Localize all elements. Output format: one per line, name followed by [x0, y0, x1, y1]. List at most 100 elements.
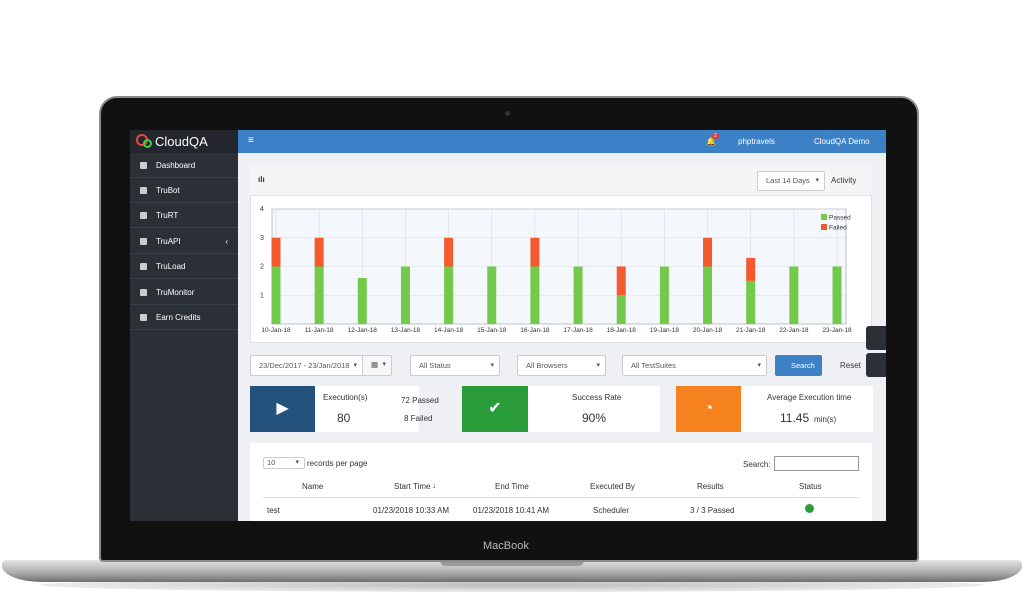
x-tick-label: 22-Jan-18 [779, 327, 809, 334]
menu-item[interactable]: TruMonitor [130, 280, 238, 305]
side-button[interactable] [866, 353, 886, 377]
column-header[interactable]: Status [799, 482, 822, 491]
cell: 01/23/2018 10:41 AM [473, 506, 550, 515]
page-size-label: records per page [307, 459, 368, 468]
bar [746, 280, 756, 324]
date-input[interactable]: 23/Dec/2017 - 23/Jan/2018 [250, 355, 363, 376]
bar [314, 266, 324, 324]
menu-label: TruMonitor [156, 288, 195, 297]
card-title: Execution(s) [323, 393, 368, 402]
bar [400, 266, 410, 324]
menu-item[interactable]: TruAPI ‹ [130, 229, 238, 254]
search-input[interactable] [774, 456, 859, 471]
sidebar [130, 130, 238, 521]
activity-label: Activity [831, 176, 857, 185]
chart: 1 2 3 4 10-Jan-18 11-Jan-18 12-Jan-18 13-Jan-18… [260, 206, 852, 334]
sort-arrow: ↓ [432, 481, 436, 490]
x-tick-label: 19-Jan-18 [650, 327, 680, 334]
legend-label: Passed [829, 215, 851, 222]
bar [444, 266, 454, 324]
y-tick-label: 1 [260, 292, 264, 299]
menu-item[interactable]: TruBot [130, 178, 238, 203]
bar [746, 257, 756, 281]
card-title: Average Execution time [767, 393, 852, 402]
menu-item[interactable]: Dashboard [130, 153, 238, 178]
x-tick-label: 21-Jan-18 [736, 327, 766, 334]
column-header[interactable]: Name [302, 482, 324, 491]
page-size[interactable]: 10 [263, 457, 305, 469]
menu-label: TruLoad [156, 262, 186, 271]
notification-badge: 2 [712, 133, 719, 139]
x-tick-label: 23-Jan-18 [822, 327, 852, 334]
menu-label: Dashboard [156, 161, 196, 170]
search-button[interactable]: Search [775, 355, 822, 376]
bar [271, 237, 281, 267]
bar [659, 266, 669, 324]
column-header[interactable]: End Time [495, 482, 529, 491]
bar [616, 295, 626, 324]
menu-label: TruAPI [156, 237, 181, 246]
x-tick-label: 12-Jan-18 [348, 327, 378, 334]
user[interactable]: CloudQA Demo [814, 137, 870, 146]
card-failed: 8 Failed [404, 414, 433, 423]
menu-item[interactable]: TruLoad [130, 254, 238, 279]
bar [487, 266, 497, 324]
y-tick-label: 3 [260, 235, 264, 242]
camera [505, 111, 510, 116]
bar [444, 237, 454, 267]
card-icon: ◔ [676, 386, 741, 432]
card-unit: min(s) [814, 415, 837, 424]
card-icon: ▶ [250, 386, 315, 432]
bar [573, 266, 583, 324]
bar [530, 266, 540, 324]
menu-item[interactable]: Earn Credits [130, 305, 238, 330]
legend-label: Failed [829, 225, 847, 232]
legend-swatch [821, 214, 827, 220]
menu-label: Earn Credits [156, 313, 201, 322]
x-tick-label: 11-Jan-18 [305, 327, 334, 334]
bar [357, 278, 367, 324]
x-tick-label: 17-Jan-18 [563, 327, 593, 334]
calendar-button[interactable]: ▦ [362, 355, 392, 376]
menu-toggle[interactable]: ≡ [248, 135, 254, 146]
bar [616, 266, 626, 296]
x-tick-label: 16-Jan-18 [520, 327, 550, 334]
column-header[interactable]: Executed By [590, 482, 635, 491]
status-icon [805, 504, 814, 513]
topbar [238, 130, 886, 153]
bar [789, 266, 799, 324]
card-value: 80 [337, 411, 351, 425]
bell[interactable]: 🔔 [706, 137, 716, 146]
column-header[interactable]: Start Time [394, 482, 431, 491]
bar [271, 266, 281, 324]
reset-button[interactable]: Reset [840, 361, 861, 370]
menu-item[interactable]: TruRT [130, 203, 238, 228]
cell: test [267, 506, 280, 515]
menu-label: TruBot [156, 186, 180, 195]
cell: Scheduler [593, 506, 630, 515]
project[interactable]: phptravels [738, 137, 775, 146]
card-icon: ✔ [462, 386, 528, 432]
table-panel [250, 443, 872, 521]
device-label: MacBook [483, 540, 529, 552]
x-tick-label: 14-Jan-18 [434, 327, 464, 334]
base [2, 560, 1022, 582]
search-label: Search: [743, 460, 771, 469]
menu-label: TruRT [156, 211, 179, 220]
bar [530, 237, 540, 267]
suite-select[interactable]: All TestSuites [622, 355, 767, 376]
range-select[interactable]: Last 14 Days [757, 171, 825, 191]
status-select[interactable]: All Status [410, 355, 500, 376]
column-header[interactable]: Results [697, 482, 724, 491]
side-button[interactable] [866, 326, 886, 350]
cell: 3 / 3 Passed [690, 506, 735, 515]
logo: CloudQA [155, 134, 208, 149]
browser-select[interactable]: All Browsers [517, 355, 606, 376]
x-tick-label: 10-Jan-18 [261, 327, 291, 334]
card-passed: 72 Passed [401, 396, 439, 405]
logo-icon-2 [143, 139, 152, 148]
x-tick-label: 15-Jan-18 [477, 327, 507, 334]
legend-swatch [821, 224, 827, 230]
